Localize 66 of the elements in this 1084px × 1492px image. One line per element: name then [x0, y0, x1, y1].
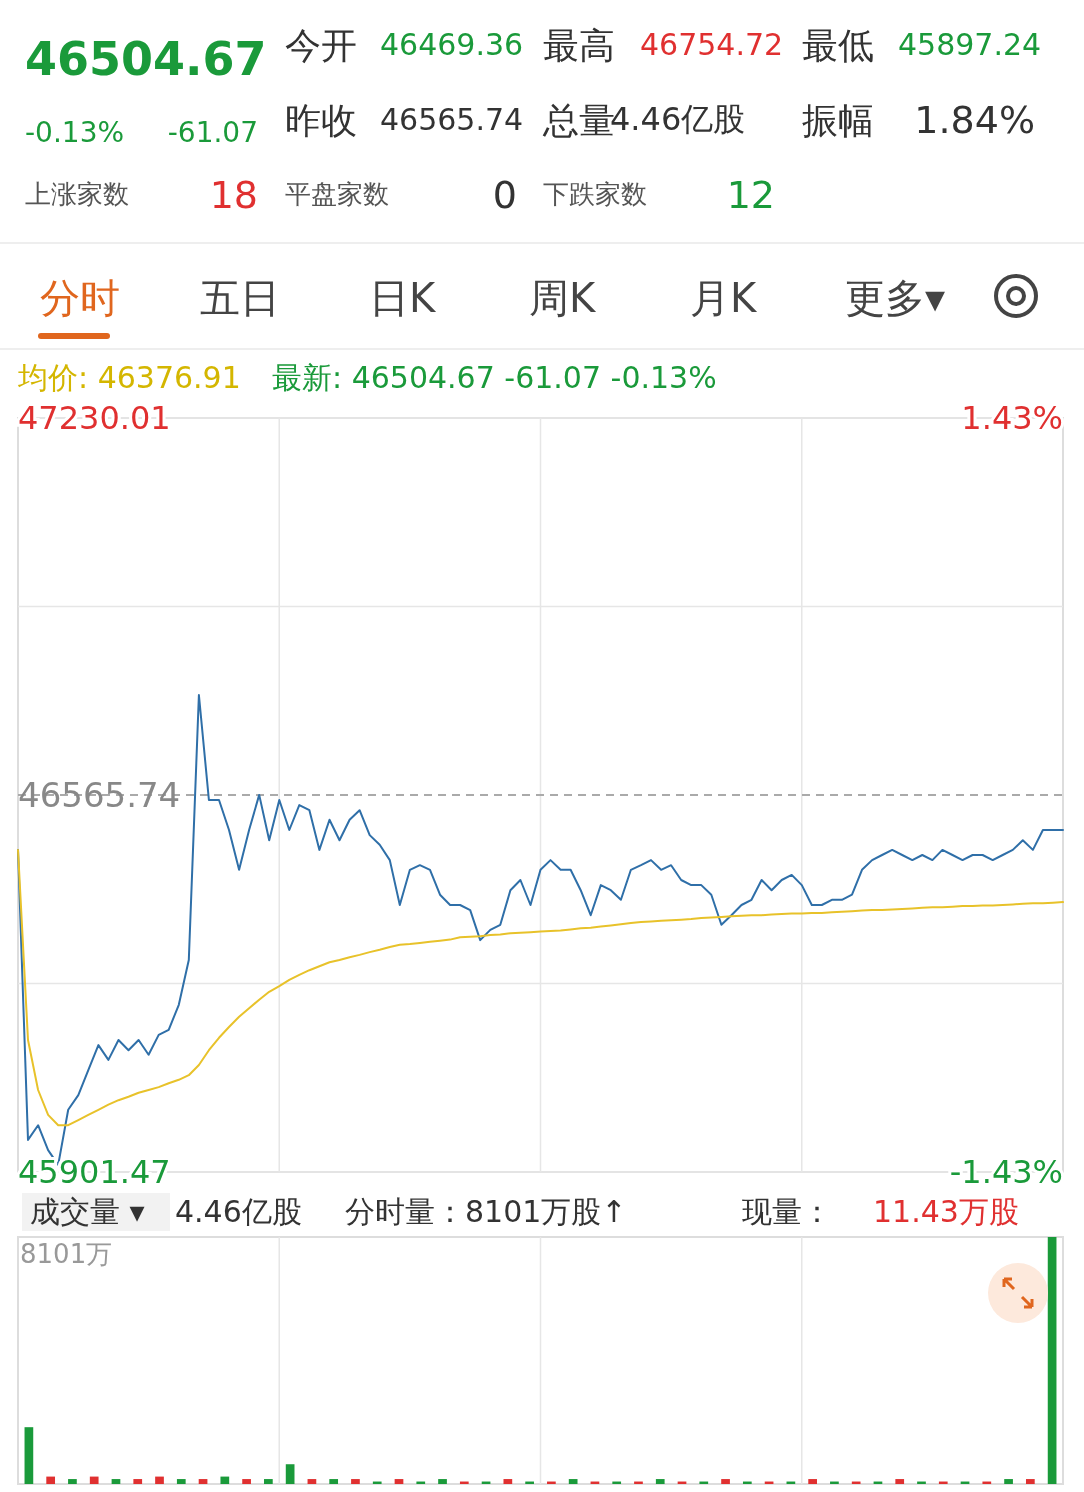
- bar: [568, 1479, 578, 1484]
- text: 均价: 46376.91: [17, 360, 241, 395]
- text: 46504.67: [25, 32, 267, 86]
- text: 更多▾: [844, 275, 946, 321]
- text: 18: [209, 173, 258, 217]
- text: 现量：: [742, 1194, 832, 1229]
- bar: [198, 1479, 208, 1484]
- text: 今开: [285, 25, 357, 66]
- ref-line-label: 46565.74: [18, 775, 181, 815]
- bar: [808, 1479, 817, 1484]
- bar: [1004, 1479, 1013, 1484]
- y-tick-label: 47230.01: [18, 399, 171, 437]
- text: 成交量 ▾: [30, 1194, 145, 1229]
- y2-tick-label: -1.43%: [949, 1153, 1063, 1191]
- y2-tick-label: 1.43%: [961, 399, 1063, 437]
- bar: [329, 1479, 339, 1484]
- bar: [220, 1476, 230, 1484]
- text: 振幅: [802, 100, 874, 141]
- bar: [1025, 1479, 1035, 1484]
- text: 45897.24: [898, 27, 1042, 62]
- text: 0: [492, 173, 517, 217]
- text: 12: [726, 173, 775, 217]
- bar: [394, 1479, 404, 1484]
- text: 上涨家数: [25, 179, 129, 209]
- text: 月K: [689, 275, 758, 321]
- text: 昨收: [285, 100, 357, 141]
- text: 4.46亿股: [175, 1194, 302, 1229]
- text: -61.07: [167, 116, 258, 149]
- annotation: 8101万: [20, 1239, 113, 1269]
- bar: [264, 1479, 273, 1484]
- text: 平盘家数: [285, 179, 389, 209]
- text: -0.13%: [25, 116, 125, 149]
- text: 1.84%: [914, 98, 1035, 142]
- bar: [68, 1479, 77, 1484]
- bar: [895, 1479, 905, 1484]
- text: 五日: [200, 275, 280, 321]
- bar: [176, 1479, 186, 1484]
- text: 46469.36: [380, 27, 524, 62]
- line-series: [17, 848, 1064, 1127]
- bar: [285, 1464, 295, 1484]
- text: 46565.74: [380, 102, 524, 137]
- text: 周K: [528, 275, 597, 321]
- bar: [24, 1427, 34, 1484]
- bar: [307, 1479, 317, 1484]
- text: 分时量：8101万股↑: [345, 1194, 627, 1229]
- text: 最高: [543, 25, 615, 66]
- bar: [111, 1479, 121, 1484]
- text: 最新: 46504.67 -61.07 -0.13%: [272, 360, 717, 395]
- bar: [655, 1479, 665, 1484]
- text: 11.43万股: [873, 1194, 1019, 1229]
- bar: [133, 1479, 143, 1484]
- bar: [46, 1476, 56, 1484]
- bar: [1047, 1237, 1057, 1484]
- bar: [351, 1479, 360, 1484]
- bar: [438, 1479, 447, 1484]
- bar: [89, 1476, 99, 1484]
- text: 下跌家数: [543, 179, 647, 209]
- bar: [155, 1476, 164, 1484]
- text: 日K: [368, 275, 437, 321]
- text: 分时: [40, 275, 120, 321]
- bar: [721, 1479, 730, 1484]
- y-tick-label: 45901.47: [18, 1153, 171, 1191]
- bar: [242, 1479, 251, 1484]
- text: 最低: [802, 25, 874, 66]
- bar: [503, 1479, 513, 1484]
- text: 46754.72: [640, 27, 784, 62]
